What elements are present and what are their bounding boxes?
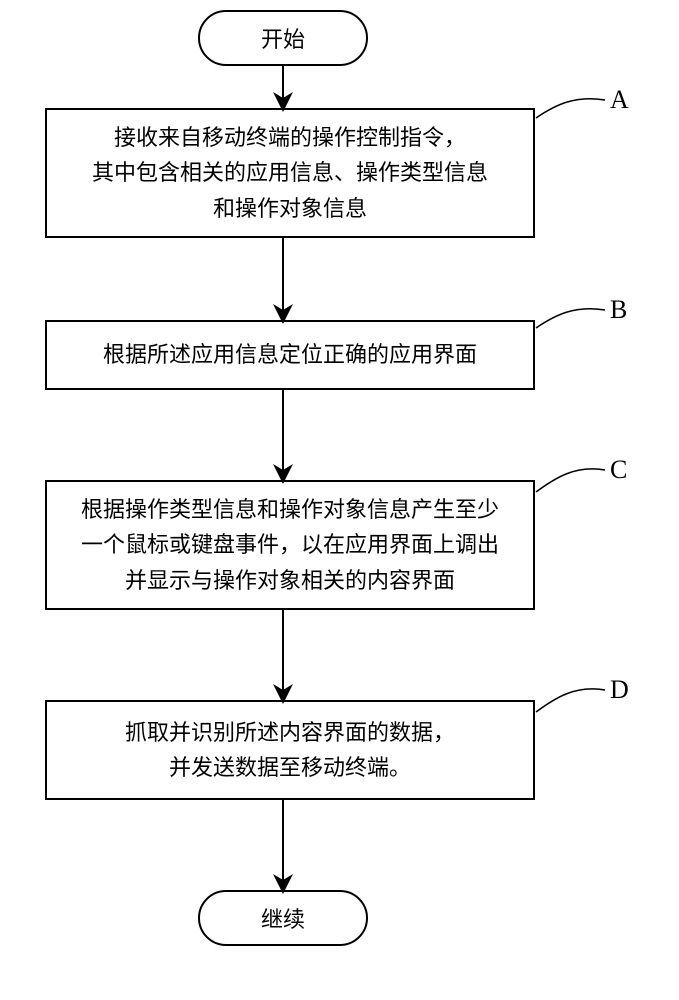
process-d-text: 抓取并识别所述内容界面的数据，并发送数据至移动终端。 bbox=[125, 715, 455, 785]
leader-a bbox=[536, 99, 605, 118]
leader-c bbox=[536, 469, 605, 492]
label-b: B bbox=[610, 295, 627, 325]
label-a: A bbox=[610, 85, 629, 115]
flowchart-container: 开始 接收来自移动终端的操作控制指令，其中包含相关的应用信息、操作类型信息和操作… bbox=[0, 0, 679, 1000]
process-node-c: 根据操作类型信息和操作对象信息产生至少一个鼠标或键盘事件，以在应用界面上调出并显… bbox=[45, 480, 535, 610]
end-text: 继续 bbox=[261, 902, 305, 934]
start-text: 开始 bbox=[261, 22, 305, 54]
leader-b bbox=[536, 309, 605, 328]
label-d: D bbox=[610, 675, 629, 705]
process-b-text: 根据所述应用信息定位正确的应用界面 bbox=[103, 337, 477, 372]
leader-d bbox=[536, 689, 605, 712]
process-node-d: 抓取并识别所述内容界面的数据，并发送数据至移动终端。 bbox=[45, 700, 535, 800]
end-node: 继续 bbox=[198, 890, 368, 946]
process-a-text: 接收来自移动终端的操作控制指令，其中包含相关的应用信息、操作类型信息和操作对象信… bbox=[92, 120, 488, 226]
start-node: 开始 bbox=[198, 10, 368, 66]
process-c-text: 根据操作类型信息和操作对象信息产生至少一个鼠标或键盘事件，以在应用界面上调出并显… bbox=[81, 492, 499, 598]
process-node-b: 根据所述应用信息定位正确的应用界面 bbox=[45, 320, 535, 390]
label-c: C bbox=[610, 455, 627, 485]
process-node-a: 接收来自移动终端的操作控制指令，其中包含相关的应用信息、操作类型信息和操作对象信… bbox=[45, 108, 535, 238]
